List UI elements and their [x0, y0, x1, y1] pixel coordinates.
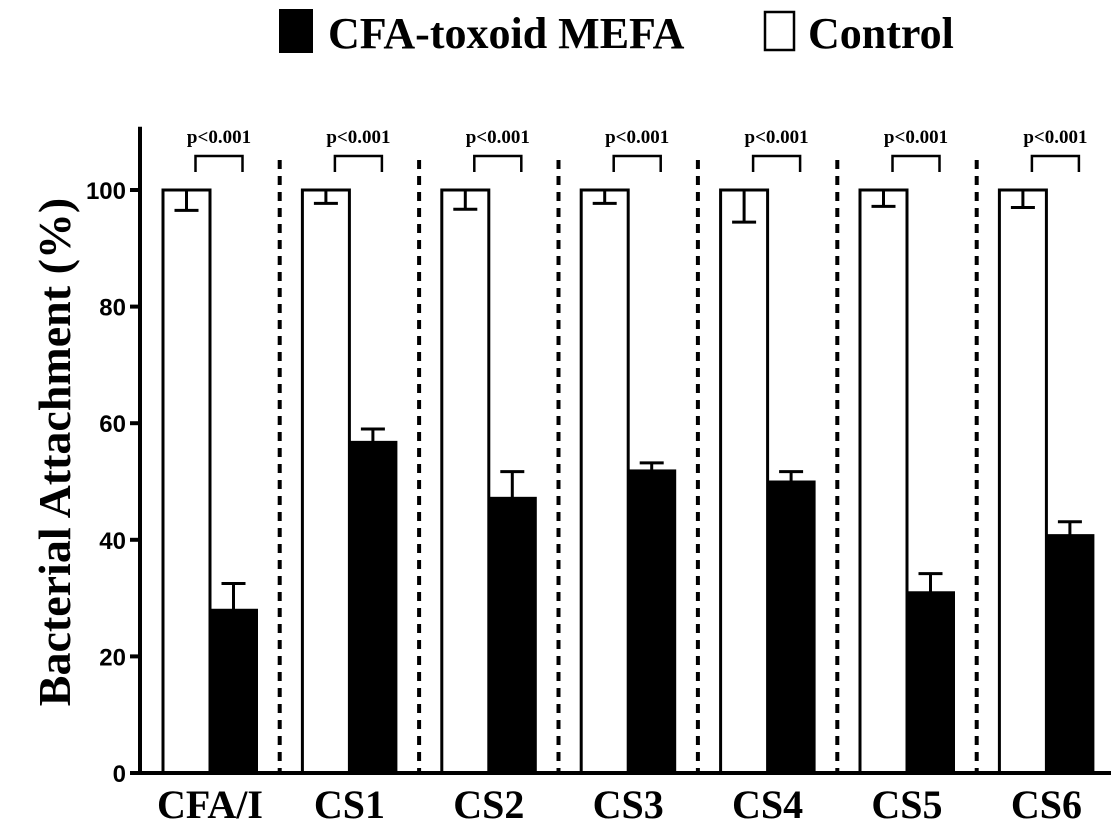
bar-control — [997, 188, 1048, 775]
legend-label-control: Control — [808, 9, 954, 58]
bar-control — [719, 188, 770, 775]
p-value-label: p<0.001 — [1023, 127, 1087, 148]
x-tick-label: CS3 — [593, 782, 664, 827]
x-tick-label: CS5 — [871, 782, 942, 827]
x-tick-label: CS6 — [1011, 782, 1082, 827]
bar-mefa — [487, 496, 537, 774]
bar-mefa — [766, 480, 816, 774]
significance-bracket — [1030, 154, 1081, 172]
bar-mefa — [906, 591, 955, 775]
x-tick-label: CFA/I — [157, 782, 263, 827]
error-bars — [174, 190, 1082, 610]
y-tick-label: 0 — [113, 761, 126, 788]
legend-label-mefa: CFA-toxoid MEFA — [328, 9, 685, 58]
bar-control — [161, 188, 212, 775]
y-tick-label: 60 — [99, 411, 126, 438]
y-tick-label: 80 — [99, 295, 126, 322]
legend-swatch-mefa — [279, 9, 313, 53]
group-separators — [277, 160, 979, 773]
significance-bracket — [333, 154, 384, 172]
legend: CFA-toxoid MEFA Control — [279, 9, 954, 58]
p-value-label: p<0.001 — [745, 127, 809, 148]
bar-mefa — [348, 440, 398, 774]
legend-swatch-control — [763, 10, 796, 52]
p-value-label: p<0.001 — [605, 127, 669, 148]
bar-mefa — [627, 469, 677, 774]
y-tick-label: 40 — [99, 528, 126, 555]
significance-bracket — [612, 154, 662, 172]
p-value-label: p<0.001 — [884, 127, 948, 148]
y-tick-label: 20 — [99, 644, 126, 671]
bar-control — [300, 188, 351, 775]
y-axis-title: Bacterial Attachment (%) — [29, 198, 80, 706]
significance-bracket — [194, 154, 244, 172]
y-tick-label: 100 — [86, 178, 126, 205]
bar-control — [858, 188, 909, 775]
bar-control — [579, 188, 630, 775]
bar-control — [440, 188, 491, 775]
bar-mefa — [1045, 534, 1095, 774]
bars — [161, 188, 1095, 775]
x-tick-label: CS2 — [453, 782, 524, 827]
p-value-label: p<0.001 — [326, 127, 390, 148]
significance-annotations: p<0.001 p<0.001 p<0.001 p<0.001 p<0.001 p<0.0… — [187, 127, 1087, 172]
significance-bracket — [473, 154, 523, 172]
y-axis: 0 20 40 60 80 100 — [86, 126, 142, 788]
x-axis-labels: CFA/I CS1 CS2 CS3 CS4 CS5 CS6 — [157, 782, 1082, 827]
x-tick-label: CS1 — [314, 782, 385, 827]
significance-bracket — [891, 154, 941, 172]
p-value-label: p<0.001 — [466, 127, 530, 148]
significance-bracket — [751, 154, 802, 172]
x-tick-label: CS4 — [732, 782, 803, 827]
bar-mefa — [209, 608, 258, 775]
p-value-label: p<0.001 — [187, 127, 251, 148]
